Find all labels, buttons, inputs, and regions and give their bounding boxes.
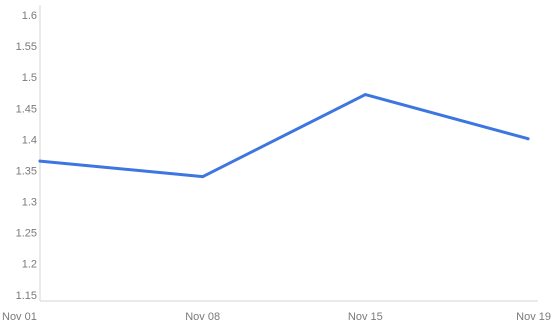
x-tick-labels: Nov 01 Nov 08 Nov 15 Nov 19 (2, 311, 551, 323)
series-group (38, 93, 530, 179)
series-line (38, 93, 530, 179)
y-tick-label: 1.2 (22, 259, 37, 271)
chart-axes (39, 5, 538, 302)
y-tick-label: 1.25 (16, 228, 37, 240)
y-tick-label: 1.35 (16, 165, 37, 177)
x-tick-label: Nov 08 (185, 311, 220, 323)
data-point (526, 137, 530, 141)
x-tick-label: Nov 15 (348, 311, 383, 323)
y-tick-label: 1.15 (16, 290, 37, 302)
y-tick-label: 1.45 (16, 103, 37, 115)
data-point (363, 93, 367, 97)
data-point (38, 159, 42, 163)
y-tick-label: 1.4 (22, 134, 37, 146)
y-tick-label: 1.3 (22, 197, 37, 209)
x-tick-label: Nov 01 (2, 311, 37, 323)
data-point (201, 175, 205, 179)
y-tick-label: 1.55 (16, 41, 37, 53)
y-tick-labels: 1.15 1.2 1.25 1.3 1.35 1.4 1.45 1.5 1.55 1.6 (16, 10, 37, 302)
y-tick-label: 1.5 (22, 72, 37, 84)
x-tick-label: Nov 19 (516, 311, 551, 323)
y-tick-label: 1.6 (22, 10, 37, 22)
